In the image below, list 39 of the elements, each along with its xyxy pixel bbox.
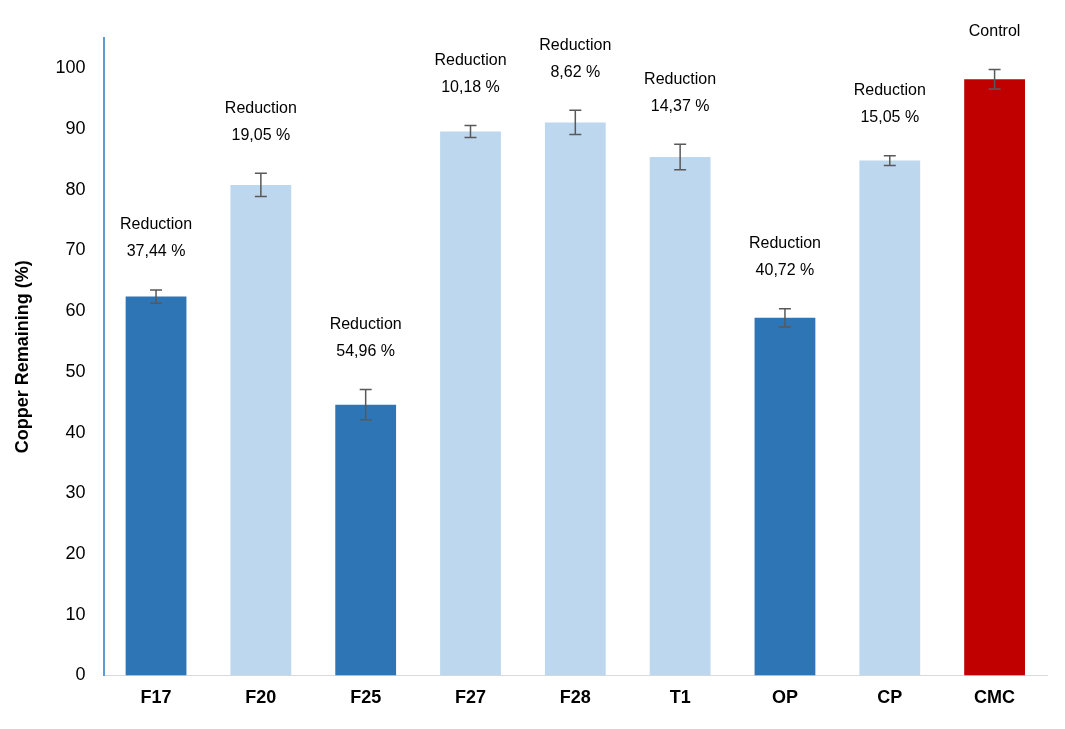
annotation: Reduction 40,72 % — [748, 234, 821, 279]
annotation: Reduction 14,37 % — [644, 69, 717, 114]
annotation: Reduction 19,05 % — [224, 98, 297, 143]
y-tick-label: 10 — [65, 603, 86, 624]
bar — [230, 184, 292, 676]
x-tick-label: CMC — [974, 687, 1016, 708]
x-tick-label: F25 — [350, 687, 382, 708]
bar — [649, 156, 711, 676]
y-tick-label: 100 — [55, 57, 86, 78]
x-tick-label: F27 — [454, 687, 487, 708]
y-tick-label: 20 — [65, 542, 86, 563]
x-tick-label: CP — [877, 687, 903, 708]
annotation: Reduction 8,62 % — [539, 35, 612, 80]
bar — [335, 404, 397, 676]
y-tick-label: 40 — [65, 421, 86, 442]
y-tick-label: 70 — [65, 239, 86, 260]
annotation: Reduction 37,44 % — [120, 215, 193, 260]
bar — [859, 160, 921, 676]
bar — [964, 79, 1025, 676]
x-tick-label: OP — [771, 687, 798, 708]
y-axis-title: Copper Remaining (%) — [11, 260, 32, 454]
y-tick-label: 50 — [65, 360, 86, 381]
annotation: Reduction 15,05 % — [853, 81, 926, 126]
x-tick-label: T1 — [669, 687, 691, 708]
y-tick-label: 30 — [65, 482, 86, 503]
y-tick-label: 80 — [65, 178, 86, 199]
bar — [440, 131, 501, 676]
bar — [544, 122, 606, 676]
annotation: Reduction 10,18 % — [434, 50, 507, 95]
x-tick-label: F17 — [140, 687, 172, 708]
y-tick-label: 60 — [65, 300, 86, 321]
x-tick-label: F20 — [245, 687, 277, 708]
x-tick-label: F28 — [559, 687, 591, 708]
y-tick-label: 0 — [75, 664, 86, 685]
bar — [754, 317, 816, 676]
y-tick-label: 90 — [65, 118, 86, 139]
annotation: Reduction 54,96 % — [329, 314, 402, 359]
annotation: Control — [968, 21, 1021, 39]
bar — [125, 296, 187, 676]
